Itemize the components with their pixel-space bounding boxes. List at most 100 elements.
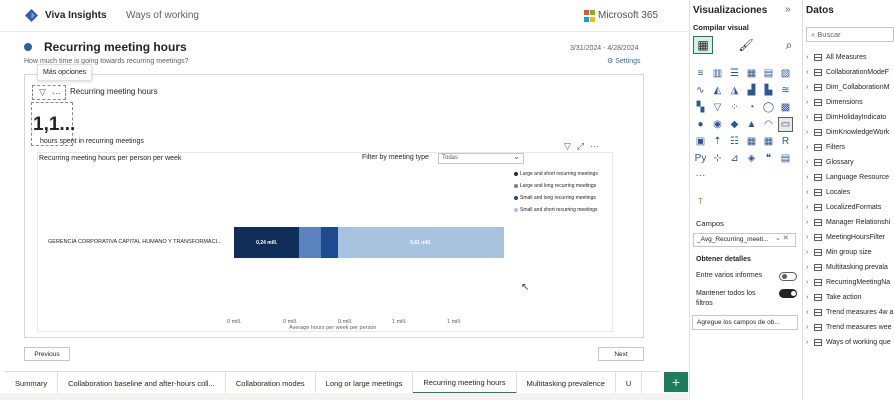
pie-icon[interactable]: ◔ [748,102,755,113]
data-table-item[interactable]: › Language Resource [806,170,894,185]
analytics-icon[interactable]: ⌕ [785,37,793,52]
next-button[interactable]: Next [598,347,644,361]
chevron-right-icon[interactable]: › [806,249,809,256]
legend-item[interactable]: Large and long recurring meetings [514,180,598,192]
chevron-right-icon[interactable]: › [806,54,809,61]
bar-segment[interactable]: 0,24 mill. [234,227,300,258]
search-input[interactable]: ⌕ Buscar [806,27,894,42]
filter-icon[interactable]: ▽ [564,141,571,151]
data-table-item[interactable]: › Glossary [806,155,894,170]
page-tab[interactable]: Multitasking prevalence [517,372,616,394]
data-table-item[interactable]: › Trend measures 4w a [806,305,894,320]
multi-card-icon[interactable]: ▣ [695,136,706,147]
table-icon[interactable]: ▦ [746,136,757,147]
chevron-right-icon[interactable]: › [806,189,809,196]
focus-mode-icon[interactable]: ⤢ [576,141,585,151]
chevron-right-icon[interactable]: › [806,264,809,271]
page-tab[interactable]: Collaboration modes [226,372,316,394]
cross-report-toggle[interactable] [779,272,797,281]
data-table-item[interactable]: › Take action [806,290,894,305]
collapse-pane-icon[interactable]: » [785,4,791,15]
build-visual-icon[interactable]: ▦ [693,36,713,54]
chevron-right-icon[interactable]: › [806,234,809,241]
kpi-card-selection[interactable] [31,102,73,146]
kpi-icon[interactable]: ⇡ [713,136,722,147]
more-options-icon[interactable]: ··· [590,141,600,151]
data-table-item[interactable]: › Trend measures wee [806,320,894,335]
data-table-item[interactable]: › RecurringMeetingNa [806,275,894,290]
chevron-right-icon[interactable]: › [806,309,809,316]
page-tab[interactable]: U [616,372,643,394]
treemap-icon[interactable]: ▩ [780,102,791,113]
data-table-item[interactable]: › Min group size [806,245,894,260]
meeting-type-filter-select[interactable]: Todas [438,152,524,164]
clustered-column-icon[interactable]: ▦ [746,68,757,79]
bar-segment[interactable] [299,227,322,258]
chevron-right-icon[interactable]: › [806,174,809,181]
chevron-right-icon[interactable]: › [806,279,809,286]
nav-ways-of-working[interactable]: Ways of working [126,10,199,21]
paginated-icon[interactable]: ▤ [780,153,791,164]
keep-filters-toggle[interactable] [779,289,797,298]
waterfall-icon[interactable]: ▚ [696,102,705,113]
matrix-icon[interactable]: ▦ [763,136,774,147]
r-visual-icon[interactable]: R [781,136,790,147]
data-table-item[interactable]: › Manager Relationshi [806,215,894,230]
data-table-item[interactable]: › LocalizedFormats [806,200,894,215]
smart-narrative-icon[interactable]: ❝ [765,153,772,164]
bar-segment[interactable]: 0,61 mill. [337,227,504,258]
stacked-area-icon[interactable]: ◮ [730,85,739,96]
data-table-item[interactable]: › Locales [806,185,894,200]
drillthrough-field-well[interactable]: Agregue los campos de ob... [692,315,798,330]
legend-item[interactable]: Small and long recurring meetings [514,192,598,204]
line-icon[interactable]: ∿ [696,85,705,96]
filled-map-icon[interactable]: ◉ [713,119,722,130]
data-table-item[interactable]: › Filters [806,140,894,155]
legend-item[interactable]: Small and short recurring meetings [514,204,598,216]
azure-map-icon[interactable]: ▲ [746,119,757,130]
key-influencers-icon[interactable]: ⊹ [713,153,722,164]
previous-button[interactable]: Previous [24,347,70,361]
field-well-value[interactable]: _Avg_Recurring_meeti... [693,233,796,247]
qa-icon[interactable]: ◈ [747,153,756,164]
field-remove-icons[interactable]: ⌄ ✕ [775,235,789,242]
chevron-right-icon[interactable]: › [806,339,809,346]
page-tab[interactable]: Summary [5,372,59,394]
page-tab[interactable]: Collaboration baseline and after-hours c… [58,372,226,394]
100-column-icon[interactable]: ▧ [780,68,791,79]
chevron-right-icon[interactable]: › [806,219,809,226]
clustered-bar-icon[interactable]: ☰ [730,68,739,79]
chevron-right-icon[interactable]: › [806,99,809,106]
line-clustered-icon[interactable]: ▙ [764,85,773,96]
100-bar-icon[interactable]: ▤ [763,68,774,79]
more-options-icon[interactable]: … [52,86,61,96]
chevron-right-icon[interactable]: › [806,204,809,211]
area-icon[interactable]: ◭ [713,85,722,96]
data-table-item[interactable]: › Multitasking prevala [806,260,894,275]
chevron-right-icon[interactable]: › [806,159,809,166]
legend-item[interactable]: Large and short recurring meetings [514,168,598,180]
donut-icon[interactable]: ◯ [762,102,775,113]
page-tab[interactable]: Recurring meeting hours [413,372,517,394]
funnel-icon[interactable]: ▽ [713,102,722,113]
filter-icon[interactable]: ▽ [39,87,46,97]
page-tab[interactable]: Long or large meetings [316,372,414,394]
chevron-right-icon[interactable]: › [806,84,809,91]
data-table-item[interactable]: › DimHolidayIndicato [806,110,894,125]
data-table-item[interactable]: › MeetingHoursFilter [806,230,894,245]
line-column-icon[interactable]: ▟ [747,85,756,96]
data-table-item[interactable]: › Ways of working que [806,335,894,350]
stacked-column-icon[interactable]: ▥ [712,68,723,79]
data-table-item[interactable]: › CollaborationModeF [806,65,894,80]
ribbon-icon[interactable]: ≋ [781,85,790,96]
chevron-right-icon[interactable]: › [806,69,809,76]
slicer-icon[interactable]: ☷ [730,136,739,147]
gauge-icon[interactable]: ◠ [764,119,773,130]
shape-map-icon[interactable]: ◆ [730,119,739,130]
data-table-item[interactable]: › All Measures [806,50,894,65]
bar-segment[interactable] [321,227,338,258]
chevron-right-icon[interactable]: › [806,294,809,301]
format-painter-icon[interactable]: T [698,197,703,206]
stacked-bar-icon[interactable]: ≡ [697,68,704,79]
data-table-item[interactable]: › Dim_CollaborationM [806,80,894,95]
